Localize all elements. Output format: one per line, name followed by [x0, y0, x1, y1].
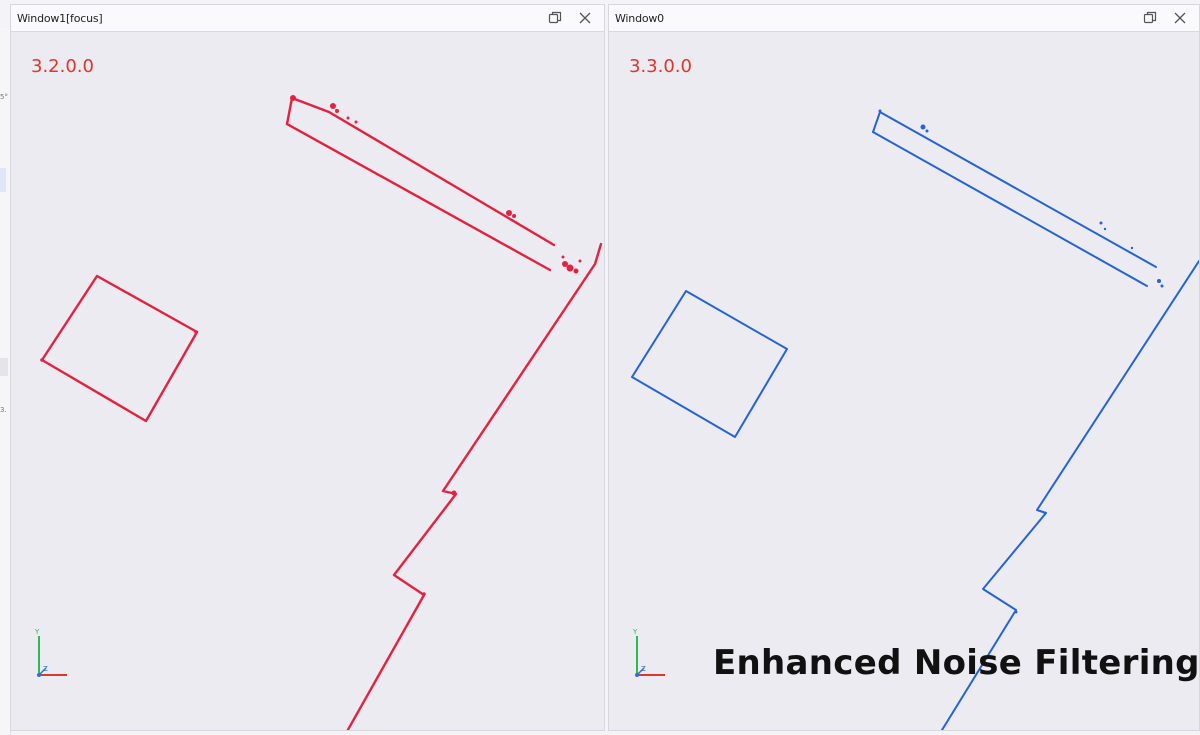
- scan-wall-lower-left: [285, 122, 552, 272]
- window-right[interactable]: Window0 3.3.0.0: [608, 4, 1200, 731]
- axis-y-label-left: Y: [34, 628, 40, 636]
- scan-wall-upper-left: [290, 96, 556, 247]
- version-label-right: 3.3.0.0: [629, 56, 692, 77]
- window-left-titlebar[interactable]: Window1[focus]: [11, 5, 604, 32]
- axis-triad-right: Y Z: [632, 628, 665, 677]
- caption-overlay: Enhanced Noise Filtering: [713, 643, 1200, 683]
- scan-wall-cap-left: [285, 96, 294, 126]
- restore-window-icon[interactable]: [546, 9, 564, 27]
- side-panel-splitter[interactable]: [0, 358, 8, 376]
- window-left[interactable]: Window1[focus] 3.2.0.0: [10, 4, 605, 731]
- window-right-title: Window0: [615, 12, 664, 25]
- scan-wall-cap-right: [872, 111, 881, 133]
- scan-noise-left: [40, 95, 582, 596]
- close-icon[interactable]: [1171, 9, 1189, 27]
- axis-y-label-right: Y: [632, 628, 638, 636]
- scan-wall-upper-right: [879, 111, 1157, 268]
- scan-long-wall-left: [346, 242, 603, 730]
- scan-long-wall-right: [941, 260, 1199, 730]
- close-icon[interactable]: [576, 9, 594, 27]
- viewport-right[interactable]: 3.3.0.0: [609, 32, 1199, 730]
- axis-z-label-left: Z: [43, 665, 48, 673]
- axis-z-label-right: Z: [641, 665, 646, 673]
- side-panel-highlight[interactable]: [0, 168, 6, 192]
- side-panel-tick-top: 5°: [0, 93, 8, 101]
- scan-rectangle-right: [631, 290, 788, 438]
- side-panel-tick-mid: 3.: [0, 406, 7, 414]
- axis-triad-left: Y Z: [34, 628, 67, 677]
- scan-noise-right: [878, 109, 1164, 614]
- window-right-titlebar[interactable]: Window0: [609, 5, 1199, 32]
- point-cloud-left: [40, 95, 603, 730]
- scan-wall-lower-right: [872, 131, 1148, 287]
- window-left-title: Window1[focus]: [17, 12, 103, 25]
- scan-rectangle-left: [40, 274, 199, 423]
- restore-window-icon[interactable]: [1141, 9, 1159, 27]
- viewport-left[interactable]: 3.2.0.0: [11, 32, 604, 730]
- version-label-left: 3.2.0.0: [31, 56, 94, 77]
- point-cloud-right: [631, 109, 1199, 730]
